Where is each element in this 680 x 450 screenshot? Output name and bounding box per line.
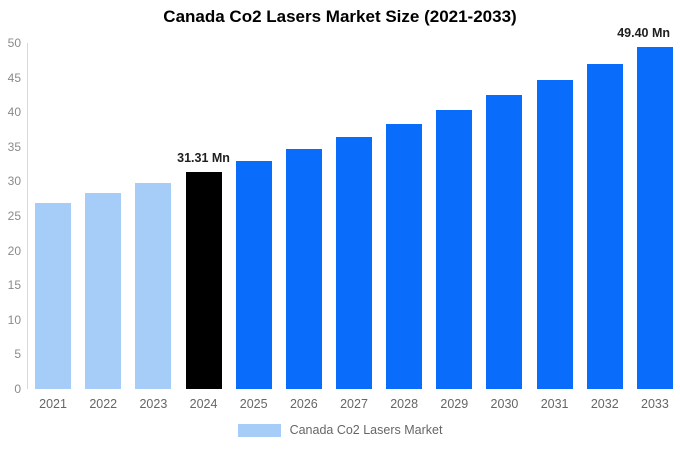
bar-2028[interactable] xyxy=(386,123,423,389)
y-tick-0: 0 xyxy=(14,382,21,396)
bar-2033[interactable] xyxy=(636,47,673,389)
x-label-2027: 2027 xyxy=(340,397,368,411)
x-label-2028: 2028 xyxy=(390,397,419,411)
x-label-2021: 2021 xyxy=(39,397,67,411)
y-tick-10: 10 xyxy=(7,312,21,327)
bar-2027[interactable] xyxy=(336,136,372,389)
y-tick-5: 5 xyxy=(14,347,21,362)
x-label-2029: 2029 xyxy=(440,397,469,411)
data-label-2033: 49.40 Mn xyxy=(617,26,670,41)
y-tick-35: 35 xyxy=(7,139,21,154)
bar-2031[interactable] xyxy=(536,80,573,389)
x-label-2032: 2032 xyxy=(590,397,619,411)
legend[interactable]: Canada Co2 Lasers Market xyxy=(0,423,680,437)
y-tick-15: 15 xyxy=(7,278,21,293)
chart-title: Canada Co2 Lasers Market Size (2021-2033… xyxy=(163,7,517,26)
x-label-2025: 2025 xyxy=(239,397,268,411)
y-tick-30: 30 xyxy=(7,174,21,189)
x-label-2031: 2031 xyxy=(540,397,569,411)
bar-2023[interactable] xyxy=(135,183,172,389)
x-label-2033: 2033 xyxy=(641,397,669,411)
x-label-2030: 2030 xyxy=(490,397,519,411)
x-label-2026: 2026 xyxy=(289,397,318,411)
bar-2029[interactable] xyxy=(436,109,473,389)
x-label-2024: 2024 xyxy=(189,397,218,411)
bar-2032[interactable] xyxy=(586,64,623,389)
y-tick-45: 45 xyxy=(7,70,21,85)
y-axis: 0 5 10 15 20 25 30 35 40 45 50 xyxy=(0,0,22,450)
bar-2022[interactable] xyxy=(85,193,122,389)
x-label-2022: 2022 xyxy=(89,397,118,411)
y-tick-25: 25 xyxy=(7,209,21,223)
data-label-2024: 31.31 Mn xyxy=(177,151,230,166)
bar-2026[interactable] xyxy=(285,149,322,389)
y-tick-50: 50 xyxy=(7,36,21,50)
y-tick-40: 40 xyxy=(7,105,21,120)
x-label-2023: 2023 xyxy=(139,397,168,411)
plot-area xyxy=(28,43,680,389)
bar-2021[interactable] xyxy=(35,202,72,389)
bar-2030[interactable] xyxy=(486,95,523,389)
legend-label: Canada Co2 Lasers Market xyxy=(289,423,443,437)
legend-swatch-icon xyxy=(237,423,281,437)
y-axis-line xyxy=(27,43,28,389)
x-axis: 2021 2022 2023 2024 2025 2026 2027 2028 2029 2030… xyxy=(28,397,680,413)
bar-2025[interactable] xyxy=(235,161,272,389)
bar-2024[interactable] xyxy=(185,172,222,389)
y-tick-20: 20 xyxy=(7,243,21,258)
